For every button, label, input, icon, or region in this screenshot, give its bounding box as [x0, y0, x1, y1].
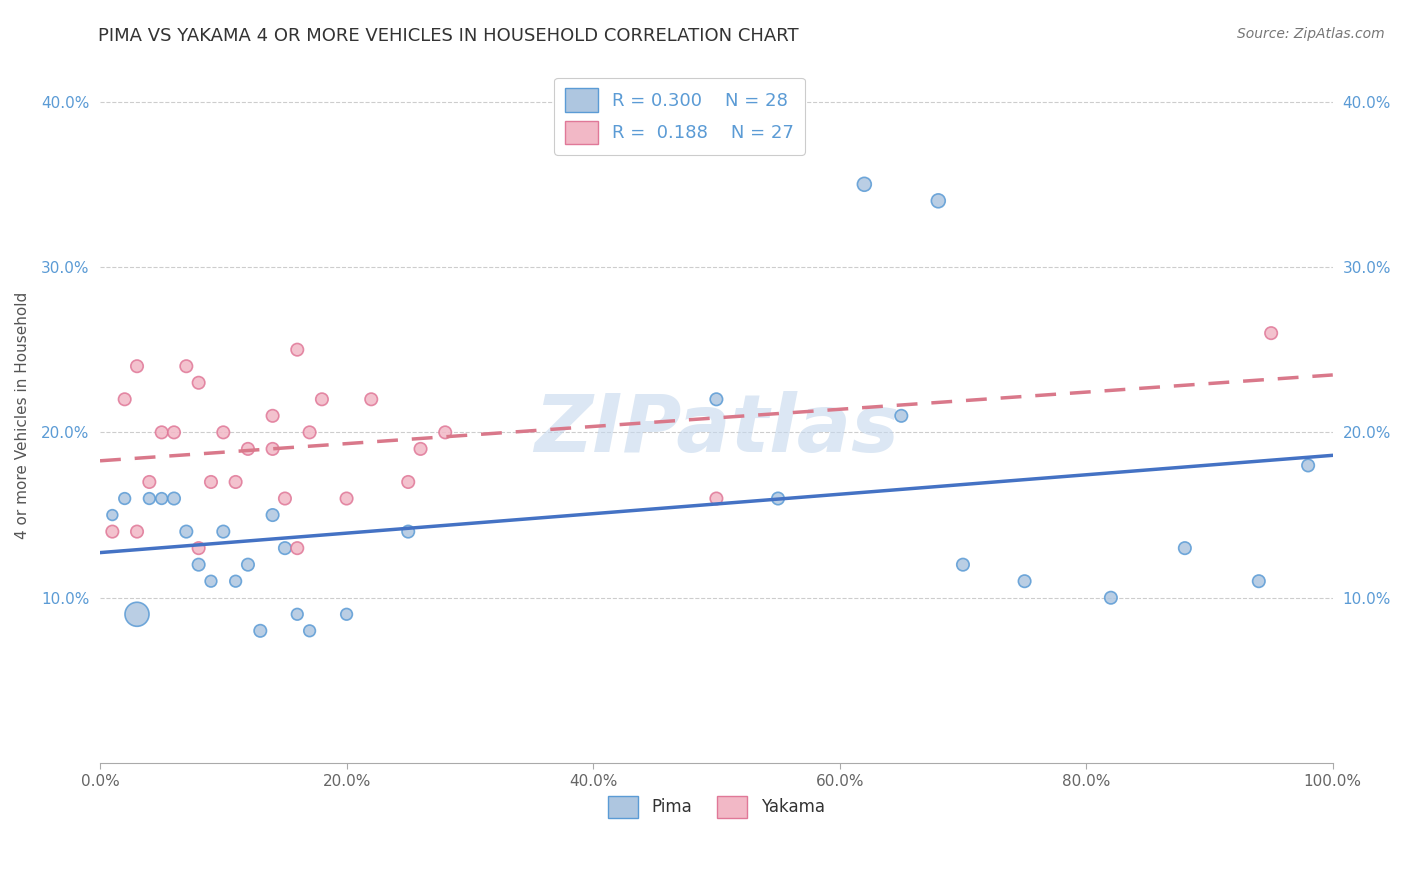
Point	[927, 194, 949, 208]
Point	[434, 425, 457, 440]
Point	[200, 574, 222, 589]
Point	[125, 607, 148, 622]
Point	[114, 392, 136, 407]
Point	[249, 624, 271, 638]
Point	[187, 558, 209, 572]
Text: Source: ZipAtlas.com: Source: ZipAtlas.com	[1237, 27, 1385, 41]
Point	[1014, 574, 1036, 589]
Point	[176, 524, 198, 539]
Point	[138, 491, 160, 506]
Point	[298, 624, 321, 638]
Point	[150, 425, 173, 440]
Point	[150, 491, 173, 506]
Point	[285, 607, 308, 622]
Point	[125, 359, 148, 374]
Point	[890, 409, 912, 423]
Text: ZIPatlas: ZIPatlas	[534, 391, 898, 468]
Point	[335, 607, 357, 622]
Point	[311, 392, 333, 407]
Point	[200, 475, 222, 489]
Point	[274, 541, 297, 555]
Y-axis label: 4 or more Vehicles in Household: 4 or more Vehicles in Household	[15, 293, 30, 540]
Point	[298, 425, 321, 440]
Point	[706, 392, 728, 407]
Point	[187, 376, 209, 390]
Point	[1260, 326, 1282, 340]
Point	[335, 491, 357, 506]
Point	[236, 558, 259, 572]
Point	[1174, 541, 1197, 555]
Text: PIMA VS YAKAMA 4 OR MORE VEHICLES IN HOUSEHOLD CORRELATION CHART: PIMA VS YAKAMA 4 OR MORE VEHICLES IN HOU…	[98, 27, 799, 45]
Point	[1296, 458, 1319, 473]
Point	[360, 392, 382, 407]
Point	[125, 524, 148, 539]
Point	[101, 508, 124, 522]
Point	[163, 425, 186, 440]
Point	[396, 524, 419, 539]
Point	[262, 442, 284, 456]
Point	[225, 574, 247, 589]
Point	[952, 558, 974, 572]
Point	[766, 491, 789, 506]
Point	[212, 425, 235, 440]
Point	[225, 475, 247, 489]
Point	[138, 475, 160, 489]
Point	[1247, 574, 1270, 589]
Point	[262, 409, 284, 423]
Point	[285, 541, 308, 555]
Point	[409, 442, 432, 456]
Point	[187, 541, 209, 555]
Point	[396, 475, 419, 489]
Point	[163, 491, 186, 506]
Legend: Pima, Yakama: Pima, Yakama	[602, 789, 831, 824]
Point	[176, 359, 198, 374]
Point	[274, 491, 297, 506]
Point	[114, 491, 136, 506]
Point	[236, 442, 259, 456]
Point	[285, 343, 308, 357]
Point	[706, 491, 728, 506]
Point	[1099, 591, 1122, 605]
Point	[853, 178, 876, 192]
Point	[212, 524, 235, 539]
Point	[262, 508, 284, 522]
Point	[101, 524, 124, 539]
